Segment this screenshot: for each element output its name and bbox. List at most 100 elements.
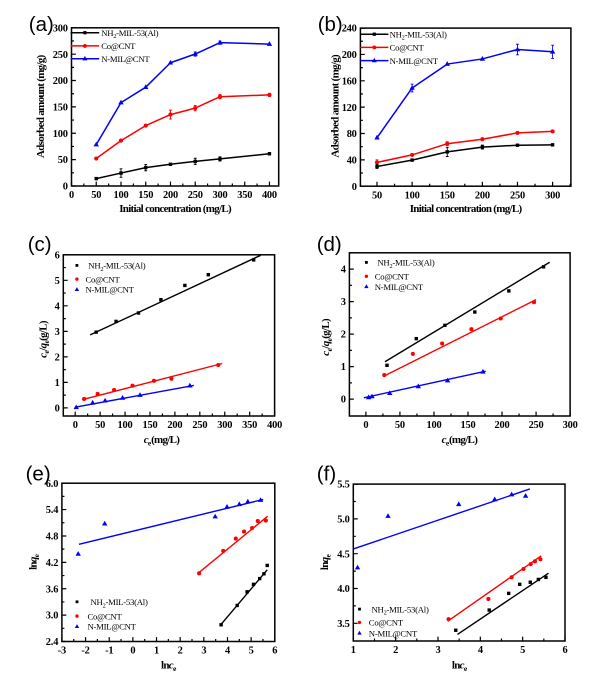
svg-text:2.4: 2.4 [46,637,58,648]
svg-text:300: 300 [545,190,560,201]
svg-text:250: 250 [192,420,207,431]
svg-text:3.6: 3.6 [46,584,58,595]
svg-text:3: 3 [201,646,206,657]
svg-text:50: 50 [91,190,101,201]
svg-text:6: 6 [55,250,60,261]
svg-text:50: 50 [372,190,382,201]
svg-text:150: 150 [440,190,455,201]
svg-text:2: 2 [55,352,60,363]
svg-text:N-MIL@CNT: N-MIL@CNT [88,622,137,632]
svg-text:(b): (b) [318,13,343,36]
svg-text:300: 300 [217,420,232,431]
svg-text:160: 160 [342,76,357,87]
svg-text:5: 5 [55,276,60,287]
svg-text:-2: -2 [81,646,89,657]
svg-text:N-MIL@CNT: N-MIL@CNT [390,56,439,66]
svg-text:(c): (c) [28,233,52,256]
svg-text:(e): (e) [26,463,51,486]
svg-text:200: 200 [495,420,510,431]
svg-text:350: 350 [242,420,257,431]
svg-text:ce/qe(g/L): ce/qe(g/L) [320,318,334,356]
svg-text:lnqe: lnqe [28,553,42,570]
svg-text:40: 40 [347,155,357,166]
svg-text:1: 1 [154,646,159,657]
svg-text:150: 150 [142,420,157,431]
svg-text:4: 4 [341,265,346,276]
svg-text:NH2-MIL-53(Al): NH2-MIL-53(Al) [377,258,434,270]
svg-text:250: 250 [53,50,68,61]
svg-text:100: 100 [118,420,133,431]
svg-text:300: 300 [53,23,68,34]
svg-text:250: 250 [510,190,525,201]
svg-text:200: 200 [53,76,68,87]
svg-text:5.4: 5.4 [46,505,58,516]
svg-text:(d): (d) [317,233,342,256]
svg-text:1: 1 [351,645,356,656]
svg-text:NH2-MIL-53(Al): NH2-MIL-53(Al) [372,604,429,616]
svg-text:Initial concentration (mg/L): Initial concentration (mg/L) [119,203,232,215]
svg-text:-3: -3 [58,646,66,657]
svg-text:4.2: 4.2 [46,558,58,569]
svg-text:3: 3 [341,297,346,308]
svg-text:5.5: 5.5 [337,480,349,491]
svg-text:150: 150 [138,190,153,201]
svg-text:0: 0 [69,190,74,201]
svg-text:200: 200 [167,420,182,431]
svg-text:250: 250 [529,420,544,431]
svg-text:200: 200 [342,50,357,61]
svg-text:2: 2 [341,330,346,341]
svg-text:NH2-MIL-53(Al): NH2-MIL-53(Al) [101,28,158,40]
svg-text:Co@CNT: Co@CNT [101,41,136,51]
svg-text:lnqe: lnqe [319,554,333,571]
svg-text:Co@CNT: Co@CNT [390,43,425,53]
svg-text:2: 2 [393,645,398,656]
svg-text:1: 1 [341,362,346,373]
svg-text:Co@CNT: Co@CNT [369,618,404,628]
svg-text:0: 0 [130,646,135,657]
svg-text:200: 200 [475,190,490,201]
svg-text:0: 0 [63,182,68,193]
svg-text:0: 0 [73,420,78,431]
svg-text:3: 3 [55,327,60,338]
svg-text:100: 100 [405,190,420,201]
svg-text:100: 100 [113,190,128,201]
svg-text:4: 4 [478,645,483,656]
svg-text:4: 4 [225,646,230,657]
svg-text:3: 3 [435,645,440,656]
svg-text:0: 0 [341,395,346,406]
svg-text:5: 5 [249,646,254,657]
svg-text:Co@CNT: Co@CNT [375,272,410,282]
svg-text:4.5: 4.5 [337,549,349,560]
svg-text:(f): (f) [317,463,336,486]
svg-text:ce/qe(g/L): ce/qe(g/L) [38,320,52,358]
svg-text:240: 240 [342,24,357,35]
svg-text:80: 80 [347,129,357,140]
svg-text:Co@CNT: Co@CNT [88,611,123,621]
svg-text:5.0: 5.0 [337,515,349,526]
svg-text:1: 1 [55,378,60,389]
svg-text:50: 50 [58,155,68,166]
svg-text:3.5: 3.5 [337,619,349,630]
svg-text:NH2-MIL-53(Al): NH2-MIL-53(Al) [390,29,447,41]
svg-text:ce(mg/L): ce(mg/L) [144,434,181,448]
svg-text:4: 4 [55,301,60,312]
svg-text:6: 6 [563,645,568,656]
svg-text:0: 0 [352,182,357,193]
svg-text:300: 300 [563,420,578,431]
svg-text:50: 50 [95,420,105,431]
svg-text:N-MIL@CNT: N-MIL@CNT [369,628,418,638]
svg-text:N-MIL@CNT: N-MIL@CNT [375,282,424,292]
svg-text:6.0: 6.0 [46,479,58,490]
svg-text:5: 5 [520,645,525,656]
svg-text:400: 400 [267,420,282,431]
svg-text:(a): (a) [29,13,54,36]
svg-text:N-MIL@CNT: N-MIL@CNT [101,54,150,64]
svg-text:100: 100 [53,129,68,140]
svg-text:50: 50 [395,420,405,431]
svg-text:4.0: 4.0 [337,584,349,595]
svg-text:150: 150 [53,103,68,114]
svg-text:NH2-MIL-53(Al): NH2-MIL-53(Al) [88,261,145,273]
svg-text:Initial concentration (mg/L): Initial concentration (mg/L) [410,203,523,215]
svg-text:2: 2 [178,646,183,657]
svg-text:0: 0 [363,420,368,431]
